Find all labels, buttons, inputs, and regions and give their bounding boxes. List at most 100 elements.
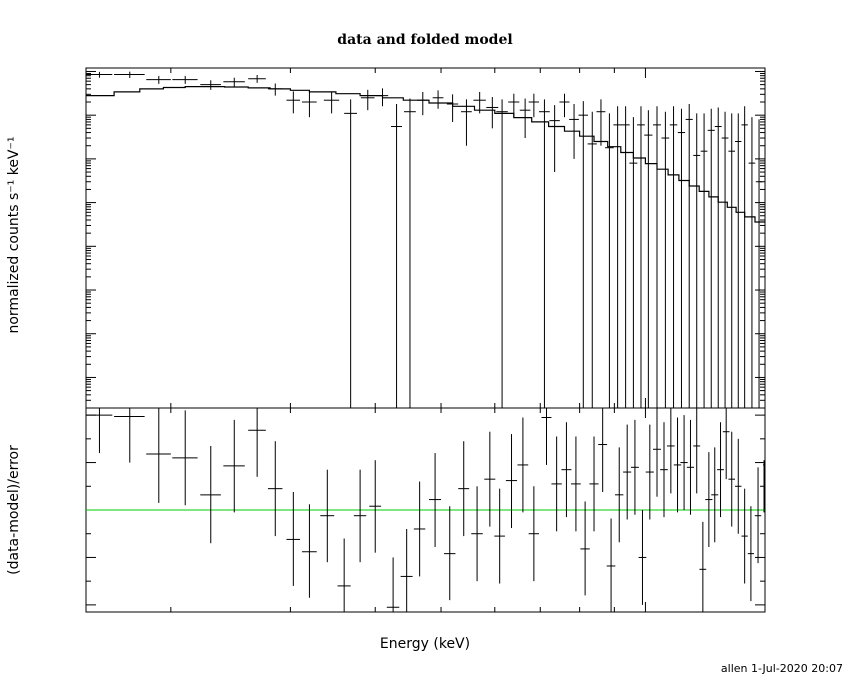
data-point xyxy=(587,111,597,408)
residual-point xyxy=(146,408,171,503)
residual-point xyxy=(667,408,675,494)
data-point xyxy=(460,99,472,146)
residual-point xyxy=(413,481,426,577)
data-point xyxy=(344,99,357,408)
data-point xyxy=(391,104,402,408)
residual-point xyxy=(505,434,518,529)
residual-point xyxy=(337,538,351,612)
residual-point xyxy=(301,504,317,598)
data-point xyxy=(146,75,171,84)
residual-point xyxy=(705,452,713,548)
data-point xyxy=(404,98,416,408)
residual-point xyxy=(353,469,367,563)
spectrum-panel xyxy=(85,67,766,409)
residual-point xyxy=(443,506,456,601)
residual-point xyxy=(606,518,616,612)
data-point xyxy=(596,99,606,146)
data-point xyxy=(360,89,375,111)
data-point xyxy=(629,117,638,408)
residual-point xyxy=(623,424,632,520)
data-point xyxy=(714,107,722,408)
data-point xyxy=(637,106,645,408)
residual-point xyxy=(763,460,765,513)
residual-panel xyxy=(85,407,766,613)
residual-point xyxy=(638,510,647,605)
data-point xyxy=(376,88,389,107)
residual-point xyxy=(114,408,145,463)
residual-point xyxy=(551,436,562,532)
data-point xyxy=(223,77,245,87)
residual-point xyxy=(598,408,608,492)
model-step-line xyxy=(86,86,765,223)
residual-point xyxy=(428,453,442,548)
residual-point xyxy=(589,436,599,532)
data-point xyxy=(578,101,588,408)
residual-point xyxy=(484,431,496,527)
data-point xyxy=(559,93,570,118)
data-point xyxy=(267,83,283,96)
residual-point xyxy=(248,408,266,477)
residual-point xyxy=(400,528,413,612)
data-point xyxy=(677,108,686,408)
data-point xyxy=(621,106,630,408)
x-axis-label: Energy (keV) xyxy=(380,636,470,652)
residual-point xyxy=(286,491,301,586)
top-y-axis-label: normalized counts s⁻¹ keV⁻¹ xyxy=(6,136,22,333)
data-point xyxy=(721,111,729,408)
residual-point xyxy=(722,408,730,480)
top-plot-frame xyxy=(85,67,766,409)
footer-stamp: allen 1-Jul-2020 20:07 xyxy=(721,662,843,675)
data-point xyxy=(508,93,520,118)
residual-point xyxy=(494,488,505,584)
data-point xyxy=(613,106,622,408)
residual-point xyxy=(711,447,719,543)
data-point xyxy=(700,113,708,408)
data-point xyxy=(755,119,763,408)
data-point xyxy=(661,111,670,408)
residual-point xyxy=(660,422,668,518)
residual-point xyxy=(735,438,742,534)
residual-point xyxy=(571,436,581,532)
residual-point xyxy=(673,417,682,513)
residual-point xyxy=(320,469,335,563)
data-point xyxy=(301,92,317,118)
data-point xyxy=(496,99,508,408)
data-point xyxy=(417,91,429,116)
data-point xyxy=(707,108,715,408)
data-point xyxy=(735,113,742,408)
residual-point xyxy=(172,410,198,506)
residual-point xyxy=(699,521,707,612)
residual-point xyxy=(223,419,245,513)
data-point xyxy=(741,106,748,408)
data-point xyxy=(605,113,614,408)
residual-point xyxy=(754,467,762,564)
data-point xyxy=(446,94,459,122)
data-point xyxy=(748,117,756,408)
residual-point xyxy=(267,441,283,537)
data-point xyxy=(653,106,661,408)
data-point xyxy=(248,74,266,83)
residual-point xyxy=(580,501,590,596)
residual-point xyxy=(200,445,221,544)
residual-point xyxy=(528,486,539,582)
residual-point xyxy=(471,486,483,582)
data-point xyxy=(114,71,145,78)
residual-point xyxy=(517,417,529,513)
data-point xyxy=(86,71,113,78)
data-point xyxy=(728,113,736,408)
data-point xyxy=(693,113,701,408)
residual-point xyxy=(645,424,654,520)
data-point xyxy=(669,106,678,408)
residual-point xyxy=(615,447,624,543)
residual-point xyxy=(717,422,724,518)
residual-point xyxy=(693,408,701,494)
residual-point xyxy=(741,488,748,584)
residual-point xyxy=(686,419,694,515)
residual-point xyxy=(653,408,661,497)
data-point xyxy=(549,105,560,173)
data-point xyxy=(528,93,539,118)
residual-point xyxy=(630,419,639,515)
data-point xyxy=(323,91,340,114)
residual-y-axis-label: (data-model)/error xyxy=(6,445,22,575)
residual-point xyxy=(458,441,470,537)
